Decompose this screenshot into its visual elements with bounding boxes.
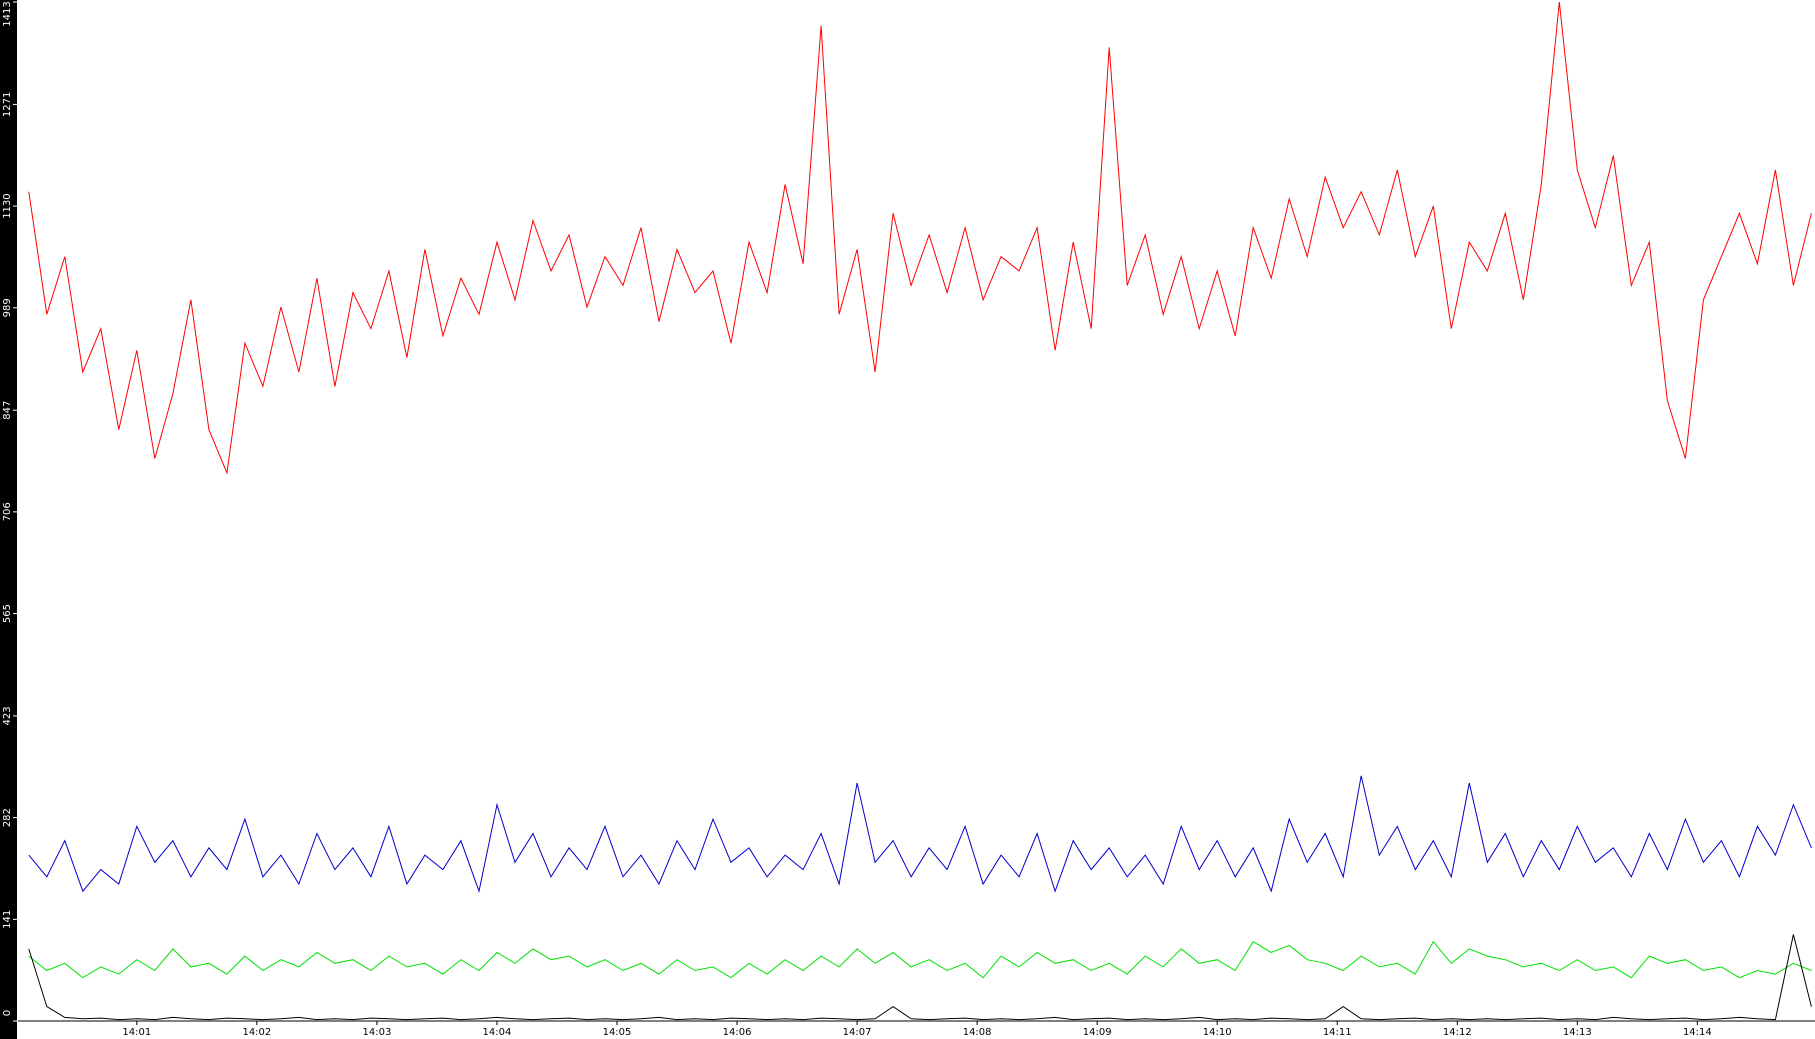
series-line: [28, 934, 1812, 1021]
x-tick-label: 14:05: [603, 1027, 632, 1038]
y-tick-label: 1271: [2, 92, 13, 117]
x-tick-label: 14:07: [843, 1027, 872, 1038]
x-tick-label: 14:04: [483, 1027, 512, 1038]
y-tick-label: 141: [2, 910, 13, 929]
y-tick-label: 0: [2, 1010, 13, 1016]
x-tick-label: 14:14: [1683, 1027, 1712, 1038]
x-tick-label: 14:01: [122, 1027, 151, 1038]
y-tick-label: 989: [2, 298, 13, 317]
series-line: [28, 775, 1812, 894]
y-tick-label: 706: [2, 502, 13, 521]
x-tick-label: 14:09: [1083, 1027, 1112, 1038]
y-axis-strip: [0, 0, 17, 1039]
y-tick-label: 423: [2, 706, 13, 725]
x-tick-label: 14:02: [242, 1027, 271, 1038]
series-line: [28, 940, 1812, 979]
x-tick-label: 14:03: [363, 1027, 392, 1038]
x-tick-label: 14:13: [1563, 1027, 1592, 1038]
x-tick-label: 14:06: [723, 1027, 752, 1038]
y-tick-label: 847: [2, 401, 13, 420]
y-tick-label: 565: [2, 604, 13, 623]
y-tick-label: 1130: [2, 193, 13, 218]
y-tick-label: 1413: [2, 1, 13, 26]
y-tick-label: 282: [2, 808, 13, 827]
x-tick-label: 14:08: [963, 1027, 992, 1038]
x-tick-label: 14:12: [1443, 1027, 1472, 1038]
x-tick-label: 14:10: [1203, 1027, 1232, 1038]
series-line: [28, 1, 1812, 475]
x-tick-label: 14:11: [1323, 1027, 1352, 1038]
